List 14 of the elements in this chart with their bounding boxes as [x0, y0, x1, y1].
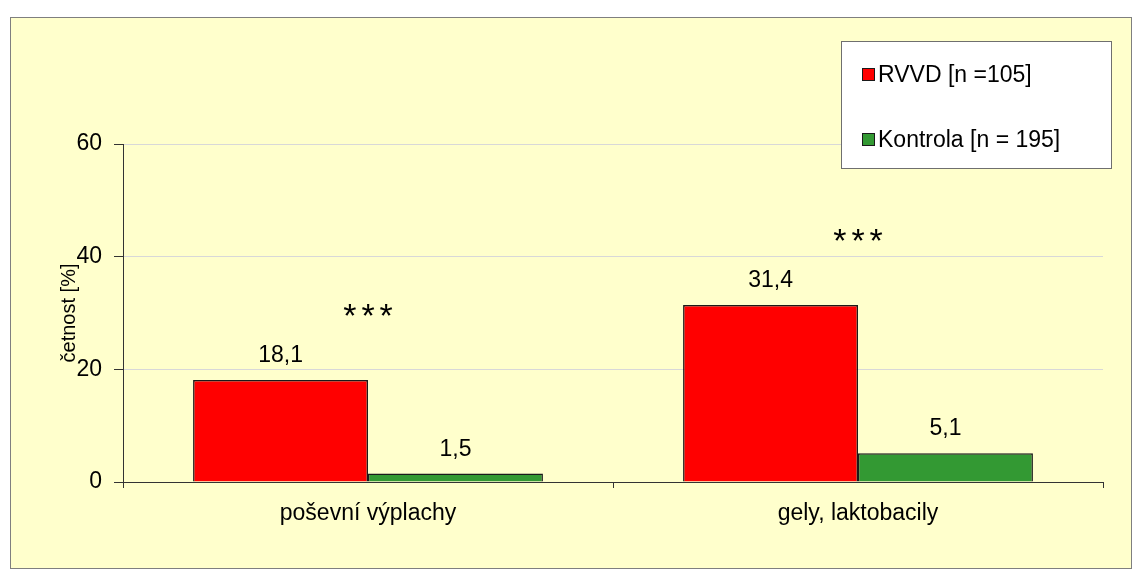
y-tick-label: 20 [76, 354, 102, 381]
x-tick-label: gely, laktobacily [777, 499, 939, 526]
y-tick-label: 60 [76, 129, 102, 156]
annotation: *** [343, 296, 398, 335]
legend-label: Kontrola [n = 195] [878, 125, 1061, 153]
data-label: 18,1 [258, 341, 303, 368]
data-label: 1,5 [439, 434, 472, 461]
y-tick-label: 0 [89, 467, 102, 494]
legend-label: RVVD [n =105] [878, 60, 1032, 88]
y-axis-title: četnost [%] [56, 263, 79, 363]
data-label: 31,4 [748, 266, 794, 293]
annotation: *** [833, 221, 888, 260]
x-tick-label: poševní výplachy [279, 499, 457, 526]
data-label: 5,1 [929, 414, 962, 441]
